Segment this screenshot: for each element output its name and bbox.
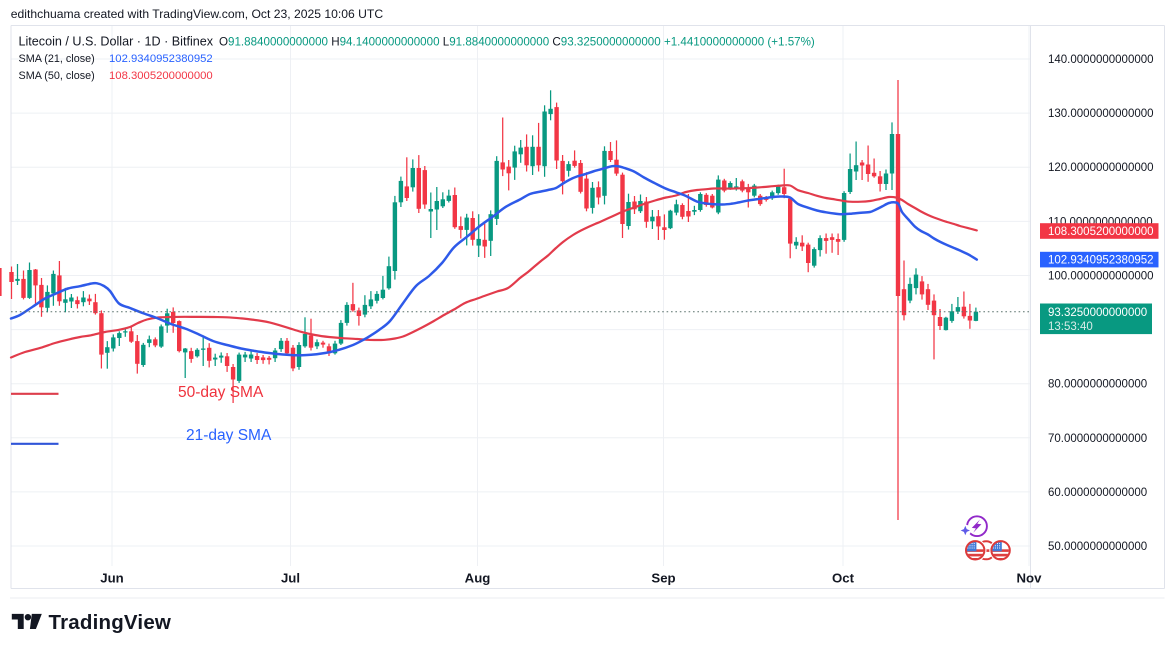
svg-text:93.3250000000000: 93.3250000000000 <box>1048 307 1147 319</box>
svg-text:80.0000000000000: 80.0000000000000 <box>1048 379 1147 391</box>
svg-text:130.0000000000000: 130.0000000000000 <box>1048 108 1154 120</box>
svg-text:70.0000000000000: 70.0000000000000 <box>1048 433 1147 445</box>
svg-text:100.0000000000000: 100.0000000000000 <box>1048 271 1154 283</box>
svg-text:O91.8840000000000 H94.14000000: O91.8840000000000 H94.1400000000000 L91.… <box>219 36 815 49</box>
svg-text:edithchuama created with Tradi: edithchuama created with TradingView.com… <box>11 7 384 21</box>
svg-text:140.0000000000000: 140.0000000000000 <box>1048 54 1154 66</box>
svg-text:Oct: Oct <box>832 571 855 586</box>
svg-text:50-day SMA: 50-day SMA <box>178 384 264 401</box>
svg-text:TradingView: TradingView <box>49 611 172 634</box>
svg-text:Aug: Aug <box>465 571 491 586</box>
svg-text:108.3005200000000: 108.3005200000000 <box>109 70 213 82</box>
svg-text:SMA (50, close): SMA (50, close) <box>19 70 95 82</box>
svg-text:102.9340952380952: 102.9340952380952 <box>109 53 213 65</box>
svg-text:SMA (21, close): SMA (21, close) <box>19 53 95 65</box>
svg-text:50.0000000000000: 50.0000000000000 <box>1048 541 1147 553</box>
svg-text:Jun: Jun <box>100 571 123 586</box>
svg-text:Sep: Sep <box>651 571 675 586</box>
svg-text:102.9340952380952: 102.9340952380952 <box>1048 255 1154 267</box>
svg-text:Nov: Nov <box>1017 571 1043 586</box>
svg-text:Jul: Jul <box>281 571 300 586</box>
svg-text:120.0000000000000: 120.0000000000000 <box>1048 162 1154 174</box>
svg-text:108.3005200000000: 108.3005200000000 <box>1048 226 1154 238</box>
svg-text:Litecoin / U.S. Dollar · 1D ·: Litecoin / U.S. Dollar · 1D · Bitfinex <box>19 35 214 49</box>
svg-text:21-day SMA: 21-day SMA <box>186 427 272 444</box>
svg-text:13:53:40: 13:53:40 <box>1048 321 1093 333</box>
svg-text:60.0000000000000: 60.0000000000000 <box>1048 487 1147 499</box>
